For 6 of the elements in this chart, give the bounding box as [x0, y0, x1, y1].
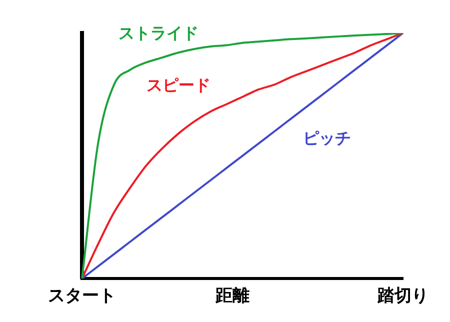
series-label: スピード: [146, 76, 210, 95]
x-axis-title: 距離: [214, 286, 250, 306]
series-label: ピッチ: [302, 128, 351, 148]
series-label: ストライド: [118, 24, 198, 43]
x-tick-label: 踏切り: [376, 286, 428, 306]
x-tick-label: スタート: [48, 286, 116, 306]
